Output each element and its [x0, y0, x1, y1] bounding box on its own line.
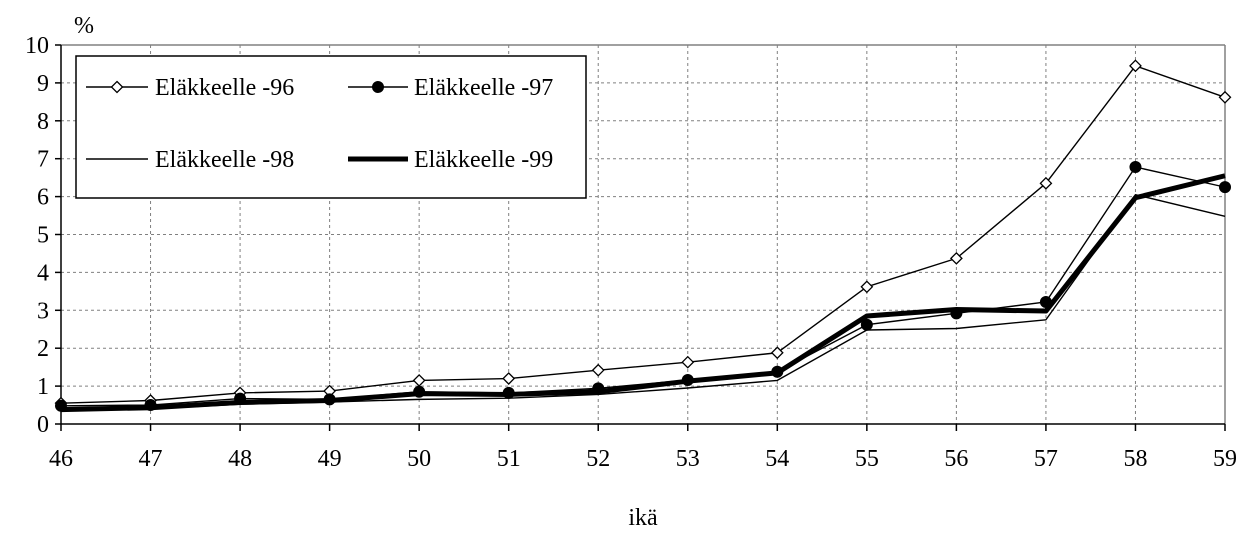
x-tick-label: 48 [228, 446, 252, 472]
x-tick-label: 55 [855, 446, 879, 472]
circle-marker [144, 399, 157, 412]
y-tick-label: 9 [37, 71, 49, 97]
axes [55, 44, 1226, 431]
series-line [60, 166, 1226, 407]
series-4 [60, 173, 1226, 413]
y-tick-label: 1 [37, 374, 49, 400]
diamond-marker [412, 373, 426, 387]
y-tick-label: 4 [37, 260, 49, 286]
diamond-marker [770, 346, 784, 360]
y-axis-title: % [74, 13, 94, 39]
diamond-marker [591, 363, 605, 377]
x-tick-label: 52 [586, 446, 610, 472]
circle-marker [860, 318, 873, 331]
diamond-marker [681, 355, 695, 369]
series-group [54, 59, 1232, 413]
legend-label: Eläkkeelle -99 [414, 147, 553, 173]
x-tick-label: 50 [407, 446, 431, 472]
legend-item: Eläkkeelle -96 [86, 75, 294, 101]
x-tick-label: 53 [676, 446, 700, 472]
x-tick-label: 47 [139, 446, 163, 472]
diamond-marker [502, 372, 516, 385]
y-tick-label: 0 [37, 412, 49, 438]
circle-marker [592, 382, 605, 395]
diamond-marker [949, 251, 963, 265]
legend-label: Eläkkeelle -98 [155, 147, 294, 173]
x-tick-label: 51 [497, 446, 521, 472]
y-tick-label: 6 [37, 185, 49, 211]
y-tick-label: 8 [37, 109, 49, 135]
circle-marker [372, 81, 384, 93]
legend-label: Eläkkeelle -96 [155, 75, 294, 101]
legend-item: Eläkkeelle -99 [348, 147, 553, 173]
diamond-marker [110, 80, 124, 94]
circle-marker [1039, 295, 1052, 308]
series-line [60, 173, 1226, 413]
circle-marker [502, 386, 515, 399]
circle-marker [681, 374, 694, 387]
y-tick-label: 10 [25, 33, 49, 59]
y-tick-label: 2 [37, 336, 49, 362]
x-tick-label: 54 [765, 446, 789, 472]
legend-item: Eläkkeelle -97 [348, 75, 553, 101]
x-tick-label: 49 [318, 446, 342, 472]
x-tick-label: 46 [49, 446, 73, 472]
x-tick-label: 57 [1034, 446, 1058, 472]
x-tick-label: 58 [1123, 446, 1147, 472]
y-tick-label: 3 [37, 298, 49, 324]
legend-box [75, 55, 587, 199]
series-line [60, 65, 1226, 404]
circle-marker [55, 399, 67, 412]
series-2 [60, 166, 1226, 407]
diamond-marker [1218, 90, 1232, 104]
legend-label: Eläkkeelle -97 [414, 75, 553, 101]
x-tick-label: 56 [944, 446, 968, 472]
y-tick-label: 7 [37, 147, 49, 173]
legend-item: Eläkkeelle -98 [86, 147, 294, 173]
series-2-markers [55, 161, 1231, 412]
diamond-marker [1039, 176, 1053, 190]
circle-marker [1219, 181, 1231, 194]
circle-marker [950, 307, 963, 320]
diamond-marker [860, 280, 874, 294]
circle-marker [323, 393, 336, 406]
x-axis-title: ikä [628, 505, 658, 531]
legend: Eläkkeelle -96 Eläkkeelle -97 Eläkkeelle -… [75, 55, 587, 199]
circle-marker [413, 385, 426, 398]
diamond-marker [1129, 59, 1142, 73]
y-tick-label: 5 [37, 223, 49, 249]
series-1 [60, 65, 1226, 404]
circle-marker [234, 392, 247, 405]
circle-marker [1129, 161, 1142, 174]
x-tick-label: 59 [1213, 446, 1237, 472]
circle-marker [771, 365, 784, 378]
legend-items: Eläkkeelle -96 Eläkkeelle -97 Eläkkeelle -… [86, 75, 553, 173]
